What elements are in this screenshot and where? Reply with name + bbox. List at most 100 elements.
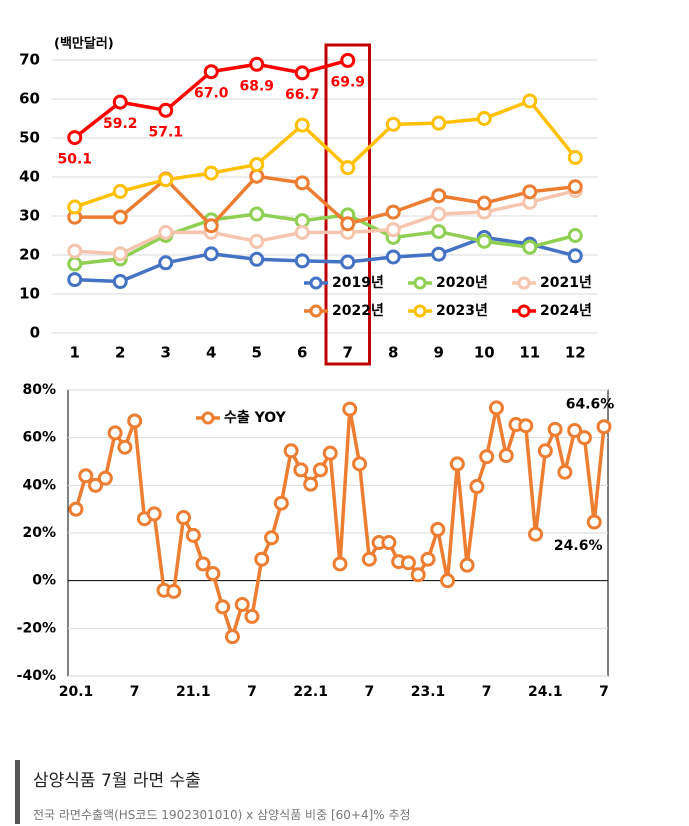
legend-marker	[309, 304, 323, 318]
point	[249, 251, 265, 267]
point	[522, 184, 538, 200]
y-tick-label: 20	[19, 246, 40, 264]
x-tick-label: 11	[519, 344, 540, 362]
point	[381, 535, 397, 551]
legend-label: 2023년	[436, 303, 488, 319]
caption-title: 삼양식품 7월 라면 수출	[33, 771, 201, 791]
x-tick-label: 10	[474, 344, 495, 362]
y-tick-label: 0	[30, 324, 40, 342]
point	[340, 52, 356, 68]
y-tick-label: 20%	[22, 525, 56, 541]
x-tick-label: 24.1	[528, 684, 563, 700]
point	[264, 530, 280, 546]
x-tick-label: 7	[364, 684, 374, 700]
point	[185, 527, 201, 543]
value-label: 24.6%	[554, 538, 603, 554]
point	[340, 216, 356, 232]
series-line	[74, 174, 576, 229]
point	[518, 418, 534, 434]
point	[352, 456, 368, 472]
point	[431, 224, 447, 240]
x-tick-label: 4	[206, 344, 216, 362]
y-tick-label: 60%	[22, 430, 56, 446]
legend-label: 수출 YOY	[224, 409, 287, 426]
point	[146, 506, 162, 522]
point	[294, 224, 310, 240]
x-tick-label: 3	[161, 344, 171, 362]
point	[431, 188, 447, 204]
x-tick-label: 7	[599, 684, 609, 700]
point	[78, 468, 94, 484]
point	[567, 179, 583, 195]
legend-marker	[413, 304, 427, 318]
point	[449, 456, 465, 472]
x-tick-label: 20.1	[59, 684, 94, 700]
point	[158, 172, 174, 188]
point	[431, 115, 447, 131]
value-label: 50.1	[57, 152, 92, 168]
point	[112, 246, 128, 262]
legend-marker	[517, 304, 531, 318]
point	[158, 255, 174, 271]
point	[340, 160, 356, 176]
point	[479, 449, 495, 465]
legend-label: 2022년	[332, 303, 384, 319]
point	[112, 274, 128, 290]
value-label: 68.9	[239, 78, 274, 94]
point	[283, 443, 299, 459]
y-tick-label: 50	[19, 129, 40, 147]
y-tick-label: 0%	[32, 573, 56, 589]
point	[385, 116, 401, 132]
point	[112, 94, 128, 110]
point	[586, 514, 602, 530]
point	[67, 272, 83, 288]
point	[294, 253, 310, 269]
point	[67, 130, 83, 146]
point	[88, 477, 104, 493]
x-tick-label: 1	[70, 344, 80, 362]
legend-label: 2019년	[332, 275, 384, 291]
caption-source: 전국 라면수출액(HS코드 1902301010) x 삼양식품 비중 [60+…	[33, 808, 411, 822]
point	[249, 157, 265, 173]
x-tick-label: 22.1	[293, 684, 328, 700]
point	[294, 175, 310, 191]
x-tick-label: 7	[482, 684, 492, 700]
point	[332, 556, 348, 572]
point	[528, 526, 544, 542]
point	[476, 195, 492, 211]
legend-label: 2020년	[436, 275, 488, 291]
point	[112, 209, 128, 225]
point	[97, 470, 113, 486]
point	[294, 213, 310, 229]
point	[203, 165, 219, 181]
legend-marker	[413, 276, 427, 290]
y-tick-label: 80%	[22, 382, 56, 398]
point	[249, 206, 265, 222]
point	[158, 102, 174, 118]
point	[459, 557, 475, 573]
point	[567, 248, 583, 264]
point	[557, 464, 573, 480]
y-tick-label: 10	[19, 285, 40, 303]
point	[67, 256, 83, 272]
point	[67, 199, 83, 215]
legend-marker	[201, 411, 215, 425]
point	[522, 93, 538, 109]
x-tick-label: 7	[343, 344, 353, 362]
point	[361, 551, 377, 567]
point	[249, 56, 265, 72]
point	[420, 551, 436, 567]
series-line	[74, 98, 577, 209]
point	[430, 521, 446, 537]
series-line	[74, 235, 576, 284]
y-tick-label: 30	[19, 207, 40, 225]
point	[596, 419, 612, 435]
x-tick-label: 12	[565, 344, 586, 362]
point	[340, 254, 356, 270]
point	[176, 510, 192, 526]
point	[293, 462, 309, 478]
point	[203, 64, 219, 80]
point	[158, 224, 174, 240]
x-tick-label: 23.1	[411, 684, 446, 700]
